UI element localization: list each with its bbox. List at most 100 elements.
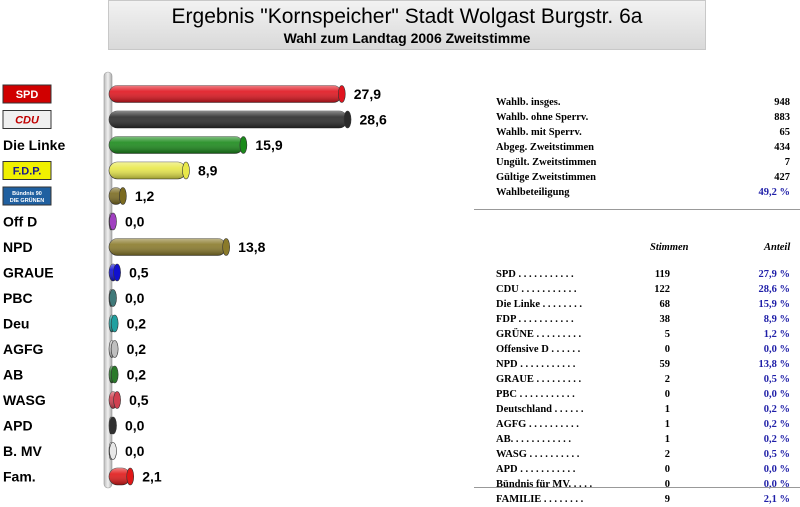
value-label-3: 8,9 — [198, 163, 218, 179]
summary-row-5-label: Gültige Zweitstimmen — [496, 172, 597, 183]
chart-title: Ergebnis "Kornspeicher" Stadt Wolgast Bu… — [171, 5, 643, 28]
bar-cap-0 — [337, 85, 346, 103]
bar-cap-4 — [119, 187, 127, 205]
summary-row-5-value: 427 — [774, 172, 790, 183]
value-label-2: 15,9 — [255, 137, 282, 153]
category-label-9: Deu — [3, 316, 29, 332]
party-row-2-label: Die Linke . . . . . . . . — [496, 299, 583, 310]
party-row-9: Deutschland . . . . . . 0,2 % 1 — [496, 402, 796, 417]
bar-shine-6 — [109, 238, 227, 256]
value-label-10: 0,2 — [127, 341, 147, 357]
summary-row-3-label: Abgeg. Zweitstimmen — [496, 142, 594, 153]
party-row-8-votes: 0 — [664, 389, 670, 400]
party-row-7: GRAUE . . . . . . . . . 0,5 % 2 — [496, 372, 796, 387]
party-row-12-votes: 2 — [664, 449, 670, 460]
logo-box-0 — [2, 84, 52, 104]
value-label-0: 27,9 — [354, 86, 381, 102]
party-row-6-votes: 59 — [659, 359, 671, 370]
divider — [474, 209, 800, 210]
party-row-6: NPD . . . . . . . . . . . 13,8 % 59 — [496, 357, 796, 372]
party-row-1: CDU . . . . . . . . . . . 28,6 % 122 — [496, 282, 796, 297]
summary-row-6-label: Wahlbeteiligung — [496, 187, 570, 198]
party-row-14: Bündnis für MV. . . . . 0,0 % 0 — [496, 477, 796, 492]
value-label-7: 0,5 — [129, 265, 149, 281]
party-row-1-votes: 122 — [654, 284, 670, 295]
summary-row-3-value: 434 — [774, 142, 790, 153]
party-row-2: Die Linke . . . . . . . . 15,9 % 68 — [496, 297, 796, 312]
bar-cap-14 — [109, 442, 117, 460]
party-row-10: AGFG . . . . . . . . . . 0,2 % 1 — [496, 417, 796, 432]
bar-cap-13 — [109, 416, 117, 435]
party-row-15: FAMILIE . . . . . . . . 2,1 % 9 — [496, 492, 796, 507]
summary-row-4-label: Ungült. Zweitstimmen — [496, 157, 597, 168]
category-label-2: Die Linke — [3, 137, 65, 153]
summary-row-1-value: 883 — [774, 112, 790, 123]
party-row-4-value: 1,2 % — [763, 329, 790, 340]
summary-row-0: Wahlb. insges. 948 — [496, 95, 796, 110]
column-header-share: Anteil — [764, 242, 791, 253]
value-label-15: 2,1 — [142, 469, 162, 485]
party-row-12: WASG . . . . . . . . . . 0,5 % 2 — [496, 447, 796, 462]
summary-row-5: Gültige Zweitstimmen 427 — [496, 170, 796, 185]
party-row-11: AB. . . . . . . . . . . . 0,2 % 1 — [496, 432, 796, 447]
category-label-14: B. MV — [3, 443, 43, 459]
value-label-13: 0,0 — [125, 418, 145, 434]
party-row-15-value: 2,1 % — [763, 494, 790, 505]
category-label-6: NPD — [3, 239, 33, 255]
category-label-10: AGFG — [3, 341, 44, 357]
category-label-5: Off D — [3, 214, 37, 230]
party-row-14-value: 0,0 % — [763, 479, 790, 490]
bar-cap-10 — [110, 340, 119, 358]
party-row-4-votes: 5 — [664, 329, 670, 340]
value-label-6: 13,8 — [238, 239, 265, 255]
party-row-5-label: Offensive D . . . . . . — [496, 344, 581, 355]
party-row-3-votes: 38 — [659, 314, 671, 325]
party-row-3: FDP . . . . . . . . . . . 8,9 % 38 — [496, 312, 796, 327]
summary-row-2-label: Wahlb. mit Sperrv. — [496, 127, 582, 138]
summary-row-0-value: 948 — [774, 97, 790, 108]
logo-box-3 — [2, 161, 52, 180]
logo-box-1 — [2, 110, 52, 129]
party-row-2-value: 15,9 % — [758, 299, 791, 310]
summary-row-1-label: Wahlb. ohne Sperrv. — [496, 112, 589, 123]
value-label-8: 0,0 — [125, 290, 145, 306]
party-row-1-label: CDU . . . . . . . . . . . — [496, 284, 577, 295]
party-row-7-label: GRAUE . . . . . . . . . — [496, 374, 582, 385]
party-row-12-label: WASG . . . . . . . . . . — [496, 449, 580, 460]
party-row-1-value: 28,6 % — [758, 284, 791, 295]
party-row-8-label: PBC . . . . . . . . . . . — [496, 389, 575, 400]
value-label-5: 0,0 — [125, 214, 145, 230]
party-row-3-value: 8,9 % — [763, 314, 790, 325]
bar-chart: 27,9 SPD 28,6 CDU 15,9 Die Linke 8,9 F.D.P. 1,2 B… — [2, 71, 387, 489]
value-label-12: 0,5 — [129, 392, 149, 408]
party-row-11-votes: 1 — [664, 434, 670, 445]
party-row-14-votes: 0 — [664, 479, 670, 490]
value-label-9: 0,2 — [127, 316, 147, 332]
party-row-4: GRÜNE . . . . . . . . . 1,2 % 5 — [496, 327, 796, 342]
bar-cap-12 — [113, 391, 121, 409]
party-row-8: PBC . . . . . . . . . . . 0,0 % 0 — [496, 387, 796, 402]
summary-row-0-label: Wahlb. insges. — [496, 97, 561, 108]
summary-row-2: Wahlb. mit Sperrv. 65 — [496, 125, 796, 140]
party-row-5-votes: 0 — [664, 344, 670, 355]
logo-text-2-4: DIE GRÜNEN — [10, 197, 45, 204]
party-row-5: Offensive D . . . . . . 0,0 % 0 — [496, 342, 796, 357]
bottom-divider — [474, 487, 800, 488]
bar-cap-2 — [239, 136, 248, 154]
category-label-7: GRAUE — [3, 265, 54, 281]
party-row-15-label: FAMILIE . . . . . . . . — [496, 494, 584, 505]
bar-cap-11 — [110, 365, 119, 384]
party-row-13-votes: 0 — [664, 464, 670, 475]
party-row-10-value: 0,2 % — [763, 419, 790, 430]
party-row-9-label: Deutschland . . . . . . — [496, 404, 584, 415]
category-label-13: APD — [3, 418, 33, 434]
bar-cap-9 — [110, 314, 119, 333]
category-label-12: WASG — [3, 392, 46, 408]
bar-shine-4 — [109, 187, 123, 205]
summary-row-2-value: 65 — [779, 127, 791, 138]
statistics-panel: Wahlb. insges. 948 Wahlb. ohne Sperrv. 883 W… — [474, 50, 800, 505]
value-label-11: 0,2 — [127, 367, 147, 383]
party-row-6-value: 13,8 % — [758, 359, 791, 370]
party-row-9-value: 0,2 % — [763, 404, 790, 415]
bar-cap-7 — [113, 263, 121, 282]
